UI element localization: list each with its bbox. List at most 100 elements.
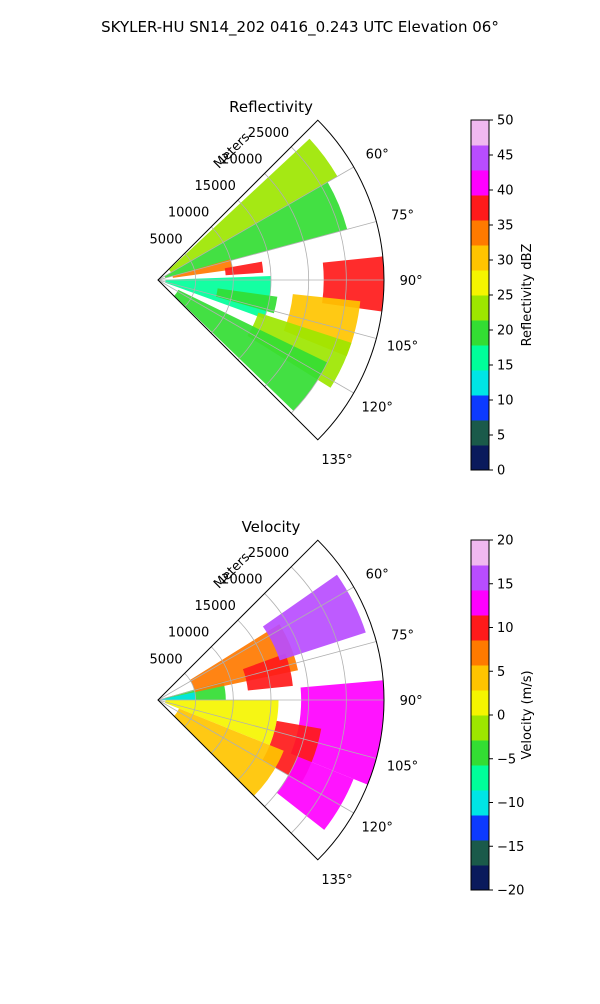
velocity-sector-frame [157,539,385,861]
velocity-colorbar-tick-label: 20 [497,534,514,549]
reflectivity-colorbar-tick-label: 40 [497,184,514,199]
velocity-echo-region [161,692,196,700]
reflectivity-colorbar-swatch [471,445,489,471]
reflectivity-colorbar-swatch [471,370,489,396]
reflectivity-azimuth-tick-label: 75° [391,208,414,223]
velocity-range-tick-label: 20000 [221,572,262,587]
reflectivity-colorbar-tick-label: 35 [497,219,514,234]
reflectivity-colorbar-swatch [471,345,489,371]
velocity-colorbar-swatch [471,665,489,691]
reflectivity-colorbar-tick-label: 5 [497,429,505,444]
velocity-azimuth-tick-label: 90° [400,694,423,709]
reflectivity-title: Reflectivity [229,98,313,116]
reflectivity-panel: Reflectivity60°75°90°105°120°135°5000100… [150,98,535,479]
reflectivity-echo-region [174,289,328,411]
reflectivity-colorbar-tick-label: 50 [497,114,514,129]
reflectivity-colorbar-tick-label: 45 [497,149,514,164]
reflectivity-echo-region [215,288,278,314]
velocity-range-tick-label: 10000 [168,626,209,641]
reflectivity-colorbar-swatch [471,220,489,246]
velocity-panel: Velocity 60° 75° 90° 105° 120° 135° 5000 10000 15… [150,518,535,899]
velocity-azimuth-tick-label: 135° [321,873,352,888]
reflectivity-colorbar-tick-label: 15 [497,359,514,374]
velocity-range-tick-label: 15000 [195,599,236,614]
velocity-range-tick-label: 25000 [248,546,289,561]
reflectivity-azimuth-spoke [157,279,354,394]
velocity-colorbar-swatch [471,640,489,666]
velocity-azimuth-spoke [157,641,377,701]
velocity-title: Velocity [242,518,301,536]
reflectivity-colorbar: 0 5 10 15 20 25 30 35 40 45 50 Reflectivity dBZ [470,114,535,479]
velocity-colorbar-label: Velocity (m/s) [520,670,535,759]
velocity-colorbar: −20 −15 −10 −5 0 5 10 15 20 Velocity (m/s) [470,534,535,899]
reflectivity-colorbar-tick-label: 0 [497,464,505,479]
velocity-azimuth-tick-label: 60° [366,567,389,582]
velocity-echo-region [262,574,366,661]
velocity-azimuth-spoke [157,699,354,814]
reflectivity-azimuth-tick-label: 120° [362,401,393,416]
reflectivity-colorbar-swatch [471,295,489,321]
reflectivity-range-tick-label: 20000 [221,152,262,167]
velocity-colorbar-swatch [471,565,489,591]
reflectivity-azimuth-tick-label: 60° [366,147,389,162]
reflectivity-colorbar-swatch [471,270,489,296]
velocity-colorbar-tick-label: 10 [497,621,514,636]
velocity-colorbar-swatch [471,790,489,816]
velocity-colorbar-swatch [471,590,489,616]
reflectivity-colorbar-swatch [471,245,489,271]
reflectivity-colorbar-swatch [471,195,489,221]
velocity-echo-region [164,700,279,746]
velocity-colorbar-swatch [471,615,489,641]
velocity-azimuth-spoke [157,699,377,759]
reflectivity-echo-region [169,138,338,273]
velocity-colorbar-tick-label: −10 [497,796,524,811]
velocity-azimuth-spoke [157,586,354,701]
velocity-echo-region [276,756,354,830]
velocity-range-tick-label: 5000 [150,652,183,667]
velocity-colorbar-swatch [471,690,489,716]
velocity-azimuth-tick-label: 105° [387,760,418,775]
velocity-colorbar-tick-label: −15 [497,840,524,855]
reflectivity-colorbar-swatch [471,395,489,421]
velocity-colorbar-tick-label: −5 [497,752,516,767]
reflectivity-range-tick-label: 25000 [248,126,289,141]
figure-suptitle: SKYLER-HU SN14_202 0416_0.243 UTC Elevat… [101,18,499,37]
reflectivity-colorbar-tick-label: 20 [497,324,514,339]
velocity-colorbar-swatch [471,815,489,841]
reflectivity-colorbar-tick-label: 10 [497,394,514,409]
reflectivity-colorbar-swatch [471,170,489,196]
reflectivity-colorbar-swatch [471,420,489,446]
reflectivity-colorbar-swatch [471,320,489,346]
velocity-echo-region [173,708,284,796]
reflectivity-echo-region [165,276,271,319]
velocity-colorbar-swatch [471,865,489,891]
velocity-colorbar-tick-label: 5 [497,665,505,680]
velocity-colorbar-tick-label: 0 [497,709,505,724]
reflectivity-range-tick-label: 10000 [168,206,209,221]
velocity-azimuth-tick-label: 75° [391,628,414,643]
reflectivity-echo-region [224,261,264,276]
reflectivity-sector-frame [157,119,385,441]
reflectivity-azimuth-tick-label: 105° [387,340,418,355]
reflectivity-azimuth-spoke [157,221,377,281]
reflectivity-colorbar-tick-label: 30 [497,254,514,269]
reflectivity-azimuth-spoke [157,166,354,281]
velocity-azimuth-tick-label: 120° [362,821,393,836]
reflectivity-echo-region [322,256,384,312]
velocity-colorbar-tick-label: 15 [497,577,514,592]
velocity-colorbar-swatch [471,540,489,566]
reflectivity-colorbar-tick-label: 25 [497,289,514,304]
reflectivity-echo-region [164,182,348,279]
velocity-colorbar-tick-label: −20 [497,884,524,899]
reflectivity-colorbar-swatch [471,145,489,171]
velocity-echo-region [290,680,384,785]
velocity-colorbar-swatch [471,740,489,766]
reflectivity-range-tick-label: 15000 [195,179,236,194]
reflectivity-echo-layer [164,138,384,411]
velocity-colorbar-swatch [471,715,489,741]
reflectivity-range-tick-label: 5000 [150,232,183,247]
reflectivity-colorbar-swatch [471,120,489,146]
reflectivity-azimuth-tick-label: 90° [400,274,423,289]
